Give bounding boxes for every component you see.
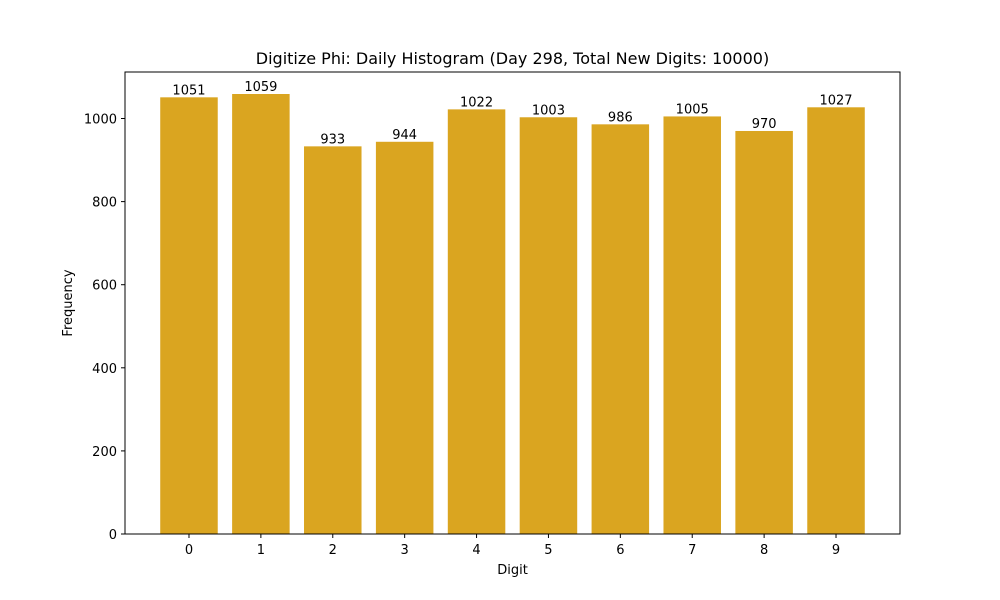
bar-value-label: 1022 <box>460 95 493 110</box>
y-tick-label: 200 <box>92 445 117 460</box>
y-axis-label: Frequency <box>61 269 76 336</box>
bar-digit-4 <box>447 109 506 535</box>
y-tick-label: 400 <box>92 362 117 377</box>
plot-frame <box>124 71 901 535</box>
bar-value-label: 933 <box>320 132 345 147</box>
bar-digit-6 <box>591 124 650 534</box>
bar-digit-1 <box>232 94 290 534</box>
bar-digit-5 <box>519 117 578 534</box>
y-tick-label: 0 <box>109 528 117 543</box>
chart-title: Digitize Phi: Daily Histogram (Day 298, … <box>256 49 769 68</box>
bar-value-label: 1027 <box>819 93 852 108</box>
bar-digit-7 <box>663 116 721 534</box>
x-axis-ticks: 0 1 2 3 4 5 6 7 8 9 <box>185 534 840 558</box>
bar-value-label: 986 <box>608 110 633 125</box>
y-tick-label: 1000 <box>84 113 117 128</box>
x-tick-label: 9 <box>832 543 840 558</box>
bar-digit-9 <box>807 107 865 534</box>
bar-value-label: 970 <box>752 117 777 132</box>
bar-value-labels: 1051 1059 933 944 1022 1003 986 1005 970 1027 <box>172 80 852 147</box>
bar-digit-2 <box>304 146 362 535</box>
bar-digit-0 <box>160 97 218 535</box>
x-tick-label: 7 <box>688 543 696 558</box>
y-tick-label: 600 <box>92 279 117 294</box>
bar-digit-3 <box>375 141 434 534</box>
x-tick-label: 4 <box>472 543 480 558</box>
bar-value-label: 1051 <box>172 83 205 98</box>
bar-value-label: 1059 <box>244 80 277 95</box>
bar-value-label: 944 <box>392 128 417 143</box>
x-tick-label: 5 <box>544 543 552 558</box>
x-tick-label: 3 <box>401 543 409 558</box>
x-tick-label: 1 <box>257 543 265 558</box>
bar-value-label: 1005 <box>676 102 709 117</box>
x-tick-label: 0 <box>185 543 193 558</box>
x-axis-label: Digit <box>497 563 528 578</box>
bar-value-label: 1003 <box>532 103 565 118</box>
y-tick-label: 800 <box>92 196 117 211</box>
bars-group <box>160 94 865 535</box>
x-tick-label: 2 <box>329 543 337 558</box>
x-tick-label: 8 <box>760 543 768 558</box>
bar-digit-8 <box>735 130 793 535</box>
x-tick-label: 6 <box>616 543 624 558</box>
y-axis-ticks: 0 200 400 600 800 1000 <box>84 113 125 543</box>
